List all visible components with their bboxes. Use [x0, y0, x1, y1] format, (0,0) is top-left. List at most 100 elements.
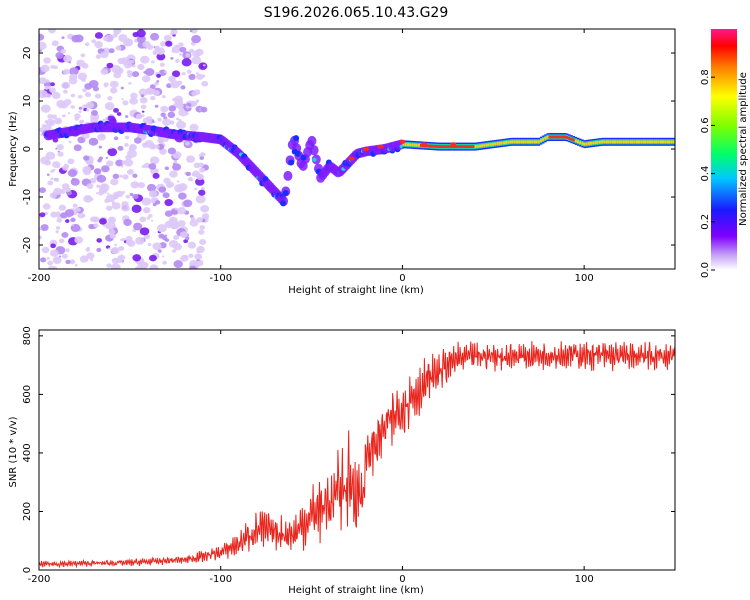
spectrogram-noise-blob — [198, 229, 205, 235]
spectrogram-noise-blob — [156, 224, 167, 233]
spectrogram-noise-blob — [163, 34, 172, 42]
spectrogram-noise-blob — [139, 96, 148, 104]
spectrogram-noise-blob — [40, 156, 50, 165]
colorbar: 0.0 0.2 0.4 0.6 0.8 Normalized spectral ampl… — [700, 29, 749, 278]
spectrogram-noise-blob — [70, 217, 76, 223]
spectrogram-noise-blob — [90, 258, 94, 262]
spectrogram-noise-blob — [51, 40, 59, 47]
spectrogram-ridge-hotspot — [348, 156, 355, 161]
spectrogram-noise-blob — [160, 40, 167, 47]
spectrogram-noise-blob — [82, 165, 92, 174]
spectrogram-noise-blob — [60, 212, 68, 219]
spectrogram-noise-blob — [56, 119, 61, 123]
spectrogram-ridge-core — [294, 150, 301, 157]
spectrogram-noise-blob — [167, 111, 176, 118]
spectrogram-noise-blob — [40, 257, 47, 263]
spectrogram-noise-blob — [56, 165, 60, 169]
spectrogram-noise-blob — [39, 77, 47, 85]
spectrogram-noise-blob — [185, 53, 191, 58]
spectrogram-ridge-band-core — [668, 140, 671, 144]
spectrogram-noise-blob — [68, 140, 72, 144]
spectrogram-ridge-band-core — [409, 143, 412, 147]
spectrogram-noise-blob — [195, 72, 199, 75]
spectrogram-noise-blob — [121, 98, 124, 101]
spectrogram-noise-blob — [145, 87, 154, 95]
spectrogram-noise-blob — [80, 53, 86, 58]
spectrogram-noise-blob — [159, 148, 167, 155]
spectrogram-noise-blob — [96, 174, 107, 183]
spectrogram-noise-blob — [79, 119, 85, 124]
spectrogram-ridge-band-core — [428, 144, 432, 148]
snr-y-tick-label: 400 — [22, 443, 33, 462]
spectrogram-ridge-band-core — [518, 140, 521, 144]
spectrogram-noise-blob — [120, 165, 124, 168]
spectrogram-noise-blob — [160, 112, 166, 117]
spectrogram-noise-blob — [109, 233, 116, 239]
spectrogram-noise-blob — [176, 117, 180, 121]
spectrogram-noise-blob — [115, 257, 123, 264]
spectrogram-noise-blob — [191, 35, 202, 44]
spectrogram-ridge-band-core — [594, 141, 597, 145]
spectrogram-noise-blob — [61, 253, 68, 259]
spectrogram-ridge-band-core — [592, 141, 595, 145]
spectrogram-ridge-band-core — [531, 140, 534, 144]
snr-x-axis-label: Height of straight line (km) — [288, 585, 424, 596]
spectrogram-noise-blob — [93, 168, 102, 175]
spectrogram-noise-blob — [162, 95, 166, 99]
spectrogram-noise-blob — [190, 29, 198, 34]
snr-y-axis-label: SNR (10 * v/v) — [8, 416, 19, 487]
spectrogram-noise-blob — [59, 105, 63, 109]
spectrogram-noise-blob — [122, 100, 129, 106]
spectrogram-noise-blob — [155, 200, 161, 205]
spectrogram-noise-blob — [47, 260, 54, 266]
spectrogram-ridge-band-core — [502, 141, 506, 145]
spectrogram-noise-blob — [47, 180, 54, 186]
spectrogram-ridge-band-core — [579, 141, 582, 145]
spectrogram-noise-blob — [83, 155, 90, 161]
spectrogram-ridge-band-core — [470, 145, 473, 148]
spectrogram-ridge-band-core — [476, 144, 480, 148]
spectrogram-noise-blob — [68, 77, 78, 85]
spectrogram-noise-blob — [149, 254, 157, 262]
spectrogram-ridge-band-core — [570, 137, 573, 141]
spectrogram-ridge-band-core — [572, 138, 576, 142]
spectrogram-noise-blob — [70, 105, 75, 109]
spectrogram-ridge-band-core — [659, 140, 663, 144]
spectrogram-noise-blob — [164, 210, 173, 217]
spectrogram-ridge-band-core — [638, 140, 641, 144]
spectrogram-ridge-hotspot — [363, 147, 370, 151]
spectrogram-noise-blob — [113, 29, 122, 35]
spectrogram-ridge-band-core — [557, 135, 560, 139]
spectrogram-noise-blob — [106, 192, 110, 195]
spectrogram-ridge-band-core — [485, 143, 488, 147]
spectrogram-ridge-band-core — [670, 140, 674, 144]
snr-x-tick-label: 100 — [575, 574, 594, 585]
spectrogram-ridge-band-core — [627, 140, 630, 144]
spectrogram-noise-blob — [125, 115, 129, 118]
spectrogram-noise-blob — [39, 212, 46, 218]
spectrogram-noise-blob — [82, 88, 87, 93]
spectrogram-noise-blob — [74, 236, 84, 244]
spectrogram-noise-blob — [67, 169, 78, 178]
spectrogram-noise-blob — [172, 163, 182, 171]
spectrogram-ridge-band-core — [511, 140, 514, 144]
spectrogram-noise-blob — [194, 101, 198, 105]
spectrogram-noise-blob — [91, 39, 97, 44]
spectrogram-noise-blob — [78, 110, 82, 113]
spectrogram-ridge-band-core — [635, 140, 639, 144]
spectrogram-noise-blob — [170, 80, 180, 89]
spectrogram-noise-blob — [188, 253, 194, 258]
spectrogram-ridge-band-core — [587, 142, 591, 145]
spectrogram-noise-blob — [181, 58, 192, 67]
spectrogram-noise-blob — [196, 246, 205, 254]
spectrogram-noise-blob — [62, 114, 66, 118]
spectrogram-noise-blob — [129, 169, 132, 172]
spectrogram-ridge-blob — [309, 145, 319, 156]
spectrogram-noise-blob — [178, 42, 184, 47]
spectrogram-noise-blob — [156, 73, 161, 78]
spectrogram-noise-blob — [126, 169, 134, 175]
spectrogram-ridge-band-core — [622, 140, 626, 144]
spectrogram-ridge-band-core — [603, 140, 606, 144]
spectrogram-ridge-band-core — [555, 135, 558, 139]
